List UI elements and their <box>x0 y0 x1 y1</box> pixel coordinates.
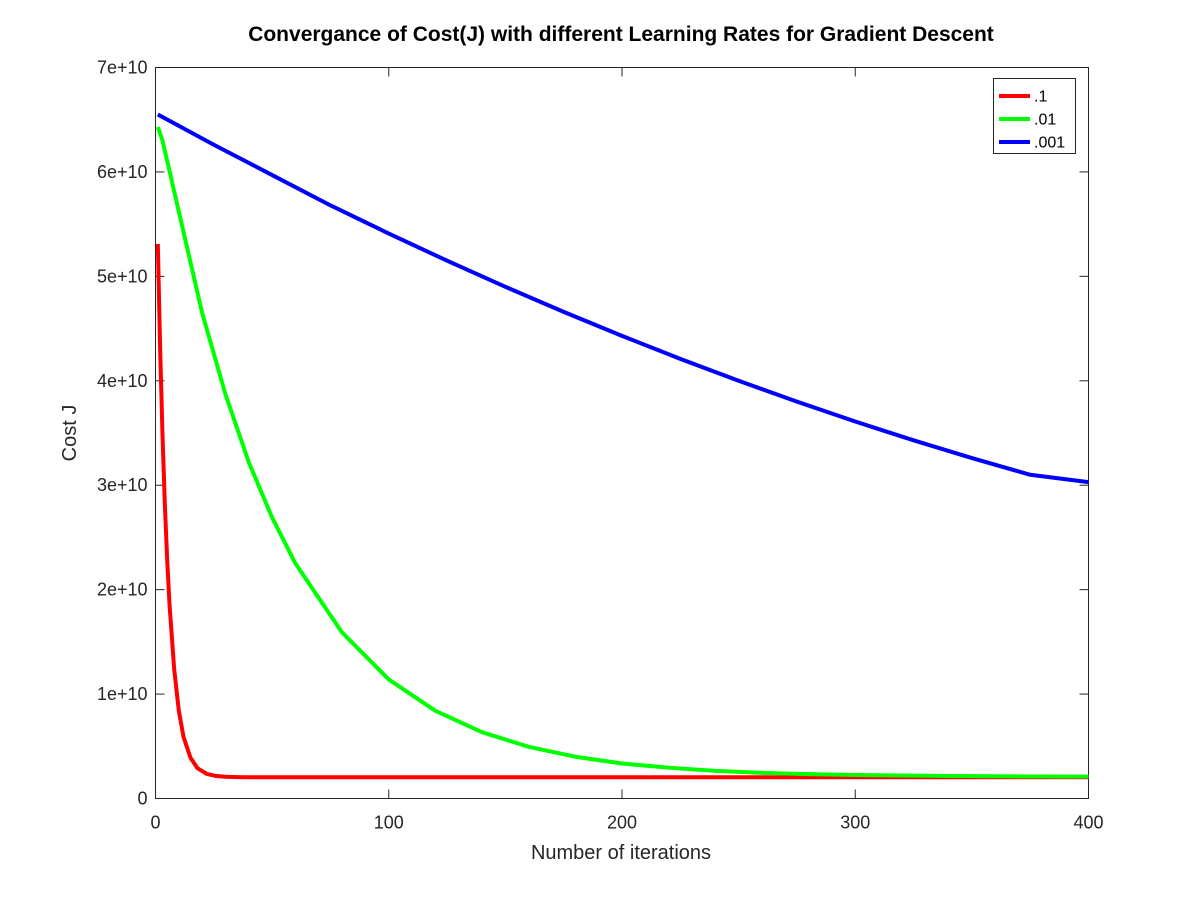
plot-frame <box>155 67 1089 799</box>
x-tick-label: 200 <box>607 813 637 833</box>
x-tick-label: 400 <box>1073 813 1103 833</box>
x-tick-label: 100 <box>374 813 404 833</box>
legend-entry: .01 <box>1034 112 1056 129</box>
legend-box <box>993 78 1076 154</box>
plot-area: 0 100 200 300 400 0 1e+10 2e+10 3e+10 4e+10 5e+10… <box>97 58 1104 833</box>
y-tick-label: 3e+10 <box>97 475 148 495</box>
series-line-0 <box>155 243 1089 780</box>
y-tick-label: 6e+10 <box>97 162 148 182</box>
series-group <box>155 112 1089 780</box>
x-tick-label: 0 <box>150 813 160 833</box>
x-axis: 0 100 200 300 400 <box>150 67 1104 833</box>
y-axis-label: Cost J <box>59 405 81 462</box>
x-axis-label: Number of iterations <box>531 842 711 864</box>
y-tick-label: 4e+10 <box>97 371 148 391</box>
legend-entry: .1 <box>1034 89 1047 106</box>
series-line-1 <box>155 126 1089 779</box>
y-tick-label: 0 <box>137 789 147 809</box>
chart-title: Convergance of Cost(J) with different Le… <box>248 23 994 46</box>
series-line-2 <box>156 112 1089 485</box>
y-tick-label: 5e+10 <box>97 266 148 286</box>
y-axis: 0 1e+10 2e+10 3e+10 4e+10 5e+10 6e+10 7e+10 <box>97 58 1089 809</box>
legend-entry: .001 <box>1034 135 1065 152</box>
legend: .1 .01 .001 <box>993 78 1076 154</box>
y-tick-label: 2e+10 <box>97 580 148 600</box>
y-tick-label: 1e+10 <box>97 684 148 704</box>
x-tick-label: 300 <box>840 813 870 833</box>
y-tick-label: 7e+10 <box>97 58 148 78</box>
